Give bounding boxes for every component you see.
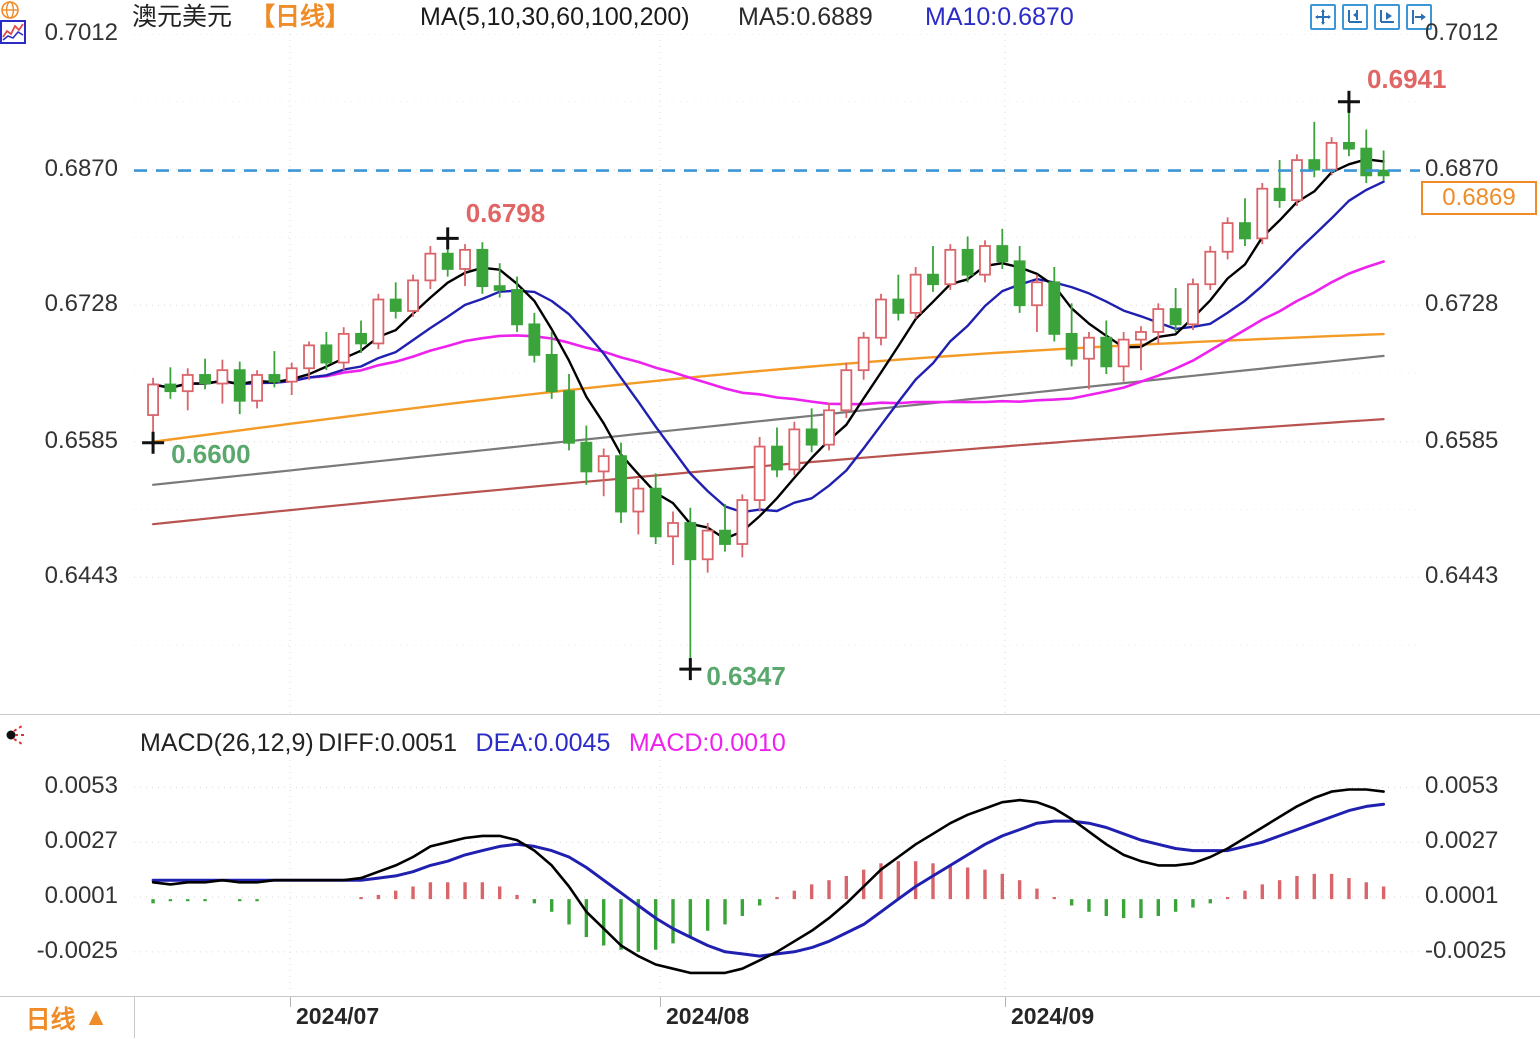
globe-icon[interactable]	[0, 0, 1540, 20]
annotation-interim-low: 0.6600	[171, 438, 251, 469]
symbol-period-label: 【日线】	[250, 3, 351, 31]
period-tab-label: 日线	[25, 1005, 76, 1034]
x-tick-label: 2024/09	[1011, 1003, 1095, 1029]
annotation-period-high: 0.6941	[1366, 63, 1447, 94]
price-tick-right: 0.6443	[1425, 562, 1499, 590]
current-price-badge[interactable]: 0.6869	[1421, 180, 1537, 215]
annotation-interim-high: 0.6798	[465, 198, 546, 229]
price-tick-left: 0.6443	[44, 562, 118, 590]
macd-hist-label: MACD:0.0010	[628, 729, 786, 757]
candlestick-canvas	[134, 34, 1420, 714]
macd-dea-label: DEA:0.0045	[475, 729, 611, 757]
price-tick-left: 0.6870	[44, 154, 118, 182]
x-tick-mark	[1005, 997, 1006, 1007]
measure-left-icon[interactable]	[1342, 4, 1368, 30]
macd-tick-left: 0.0001	[44, 882, 118, 910]
triangle-up-icon: ▲	[83, 1003, 109, 1031]
macd-tick-left: -0.0025	[36, 936, 118, 964]
x-tick-label: 2024/07	[296, 1003, 380, 1029]
annotation-period-low: 0.6347	[706, 661, 786, 692]
macd-diff-label: DIFF:0.0051	[318, 729, 458, 757]
macd-name-label: MACD(26,12,9)	[140, 729, 314, 757]
macd-tick-right: 0.0001	[1425, 882, 1499, 910]
ma-formula-label: MA(5,10,30,60,100,200)	[420, 3, 690, 31]
bottom-bar: 日线 ▲ 2024/07 2024/08 2024/09	[0, 996, 1540, 1039]
candlestick-chart-area[interactable]	[134, 34, 1420, 714]
price-tick-right: 0.6585	[1425, 426, 1499, 454]
macd-chart-area[interactable]	[134, 760, 1420, 994]
panel-divider	[0, 714, 1540, 715]
chart-header: 澳元美元 【日线】 MA(5,10,30,60,100,200) MA5:0.6…	[0, 0, 1540, 44]
macd-header: MACD(26,12,9) DIFF:0.0051 DEA:0.0045 MAC…	[140, 727, 786, 761]
x-tick-mark	[290, 997, 291, 1007]
price-tick-left: 0.6585	[44, 426, 118, 454]
ma5-value-label: MA5:0.6889	[738, 3, 873, 31]
price-tick-left: 0.6728	[44, 290, 118, 318]
ma10-value-label: MA10:0.6870	[925, 3, 1074, 31]
symbol-name: 澳元美元	[132, 3, 233, 31]
price-tick-right: 0.6870	[1425, 154, 1499, 182]
ma-chart-icon[interactable]	[0, 20, 1540, 44]
jump-to-latest-icon[interactable]	[1406, 4, 1432, 30]
macd-tick-right: -0.0025	[1425, 936, 1507, 964]
chart-toolbar	[1310, 4, 1432, 30]
crosshair-move-icon[interactable]	[1310, 4, 1336, 30]
x-tick-mark	[660, 997, 661, 1007]
price-tick-right: 0.6728	[1425, 290, 1499, 318]
price-tick-left: 0.7012	[44, 19, 118, 46]
macd-tick-left: 0.0053	[44, 772, 118, 800]
macd-canvas	[134, 760, 1420, 994]
macd-tick-right: 0.0027	[1425, 827, 1499, 855]
macd-tick-right: 0.0053	[1425, 772, 1499, 800]
x-tick-label: 2024/08	[666, 1003, 750, 1029]
price-tick-right: 0.7012	[1425, 19, 1499, 46]
period-selector-tab[interactable]: 日线 ▲	[0, 997, 135, 1038]
indicator-settings-icon[interactable]	[2, 722, 28, 748]
measure-right-icon[interactable]	[1374, 4, 1400, 30]
macd-tick-left: 0.0027	[44, 827, 118, 855]
